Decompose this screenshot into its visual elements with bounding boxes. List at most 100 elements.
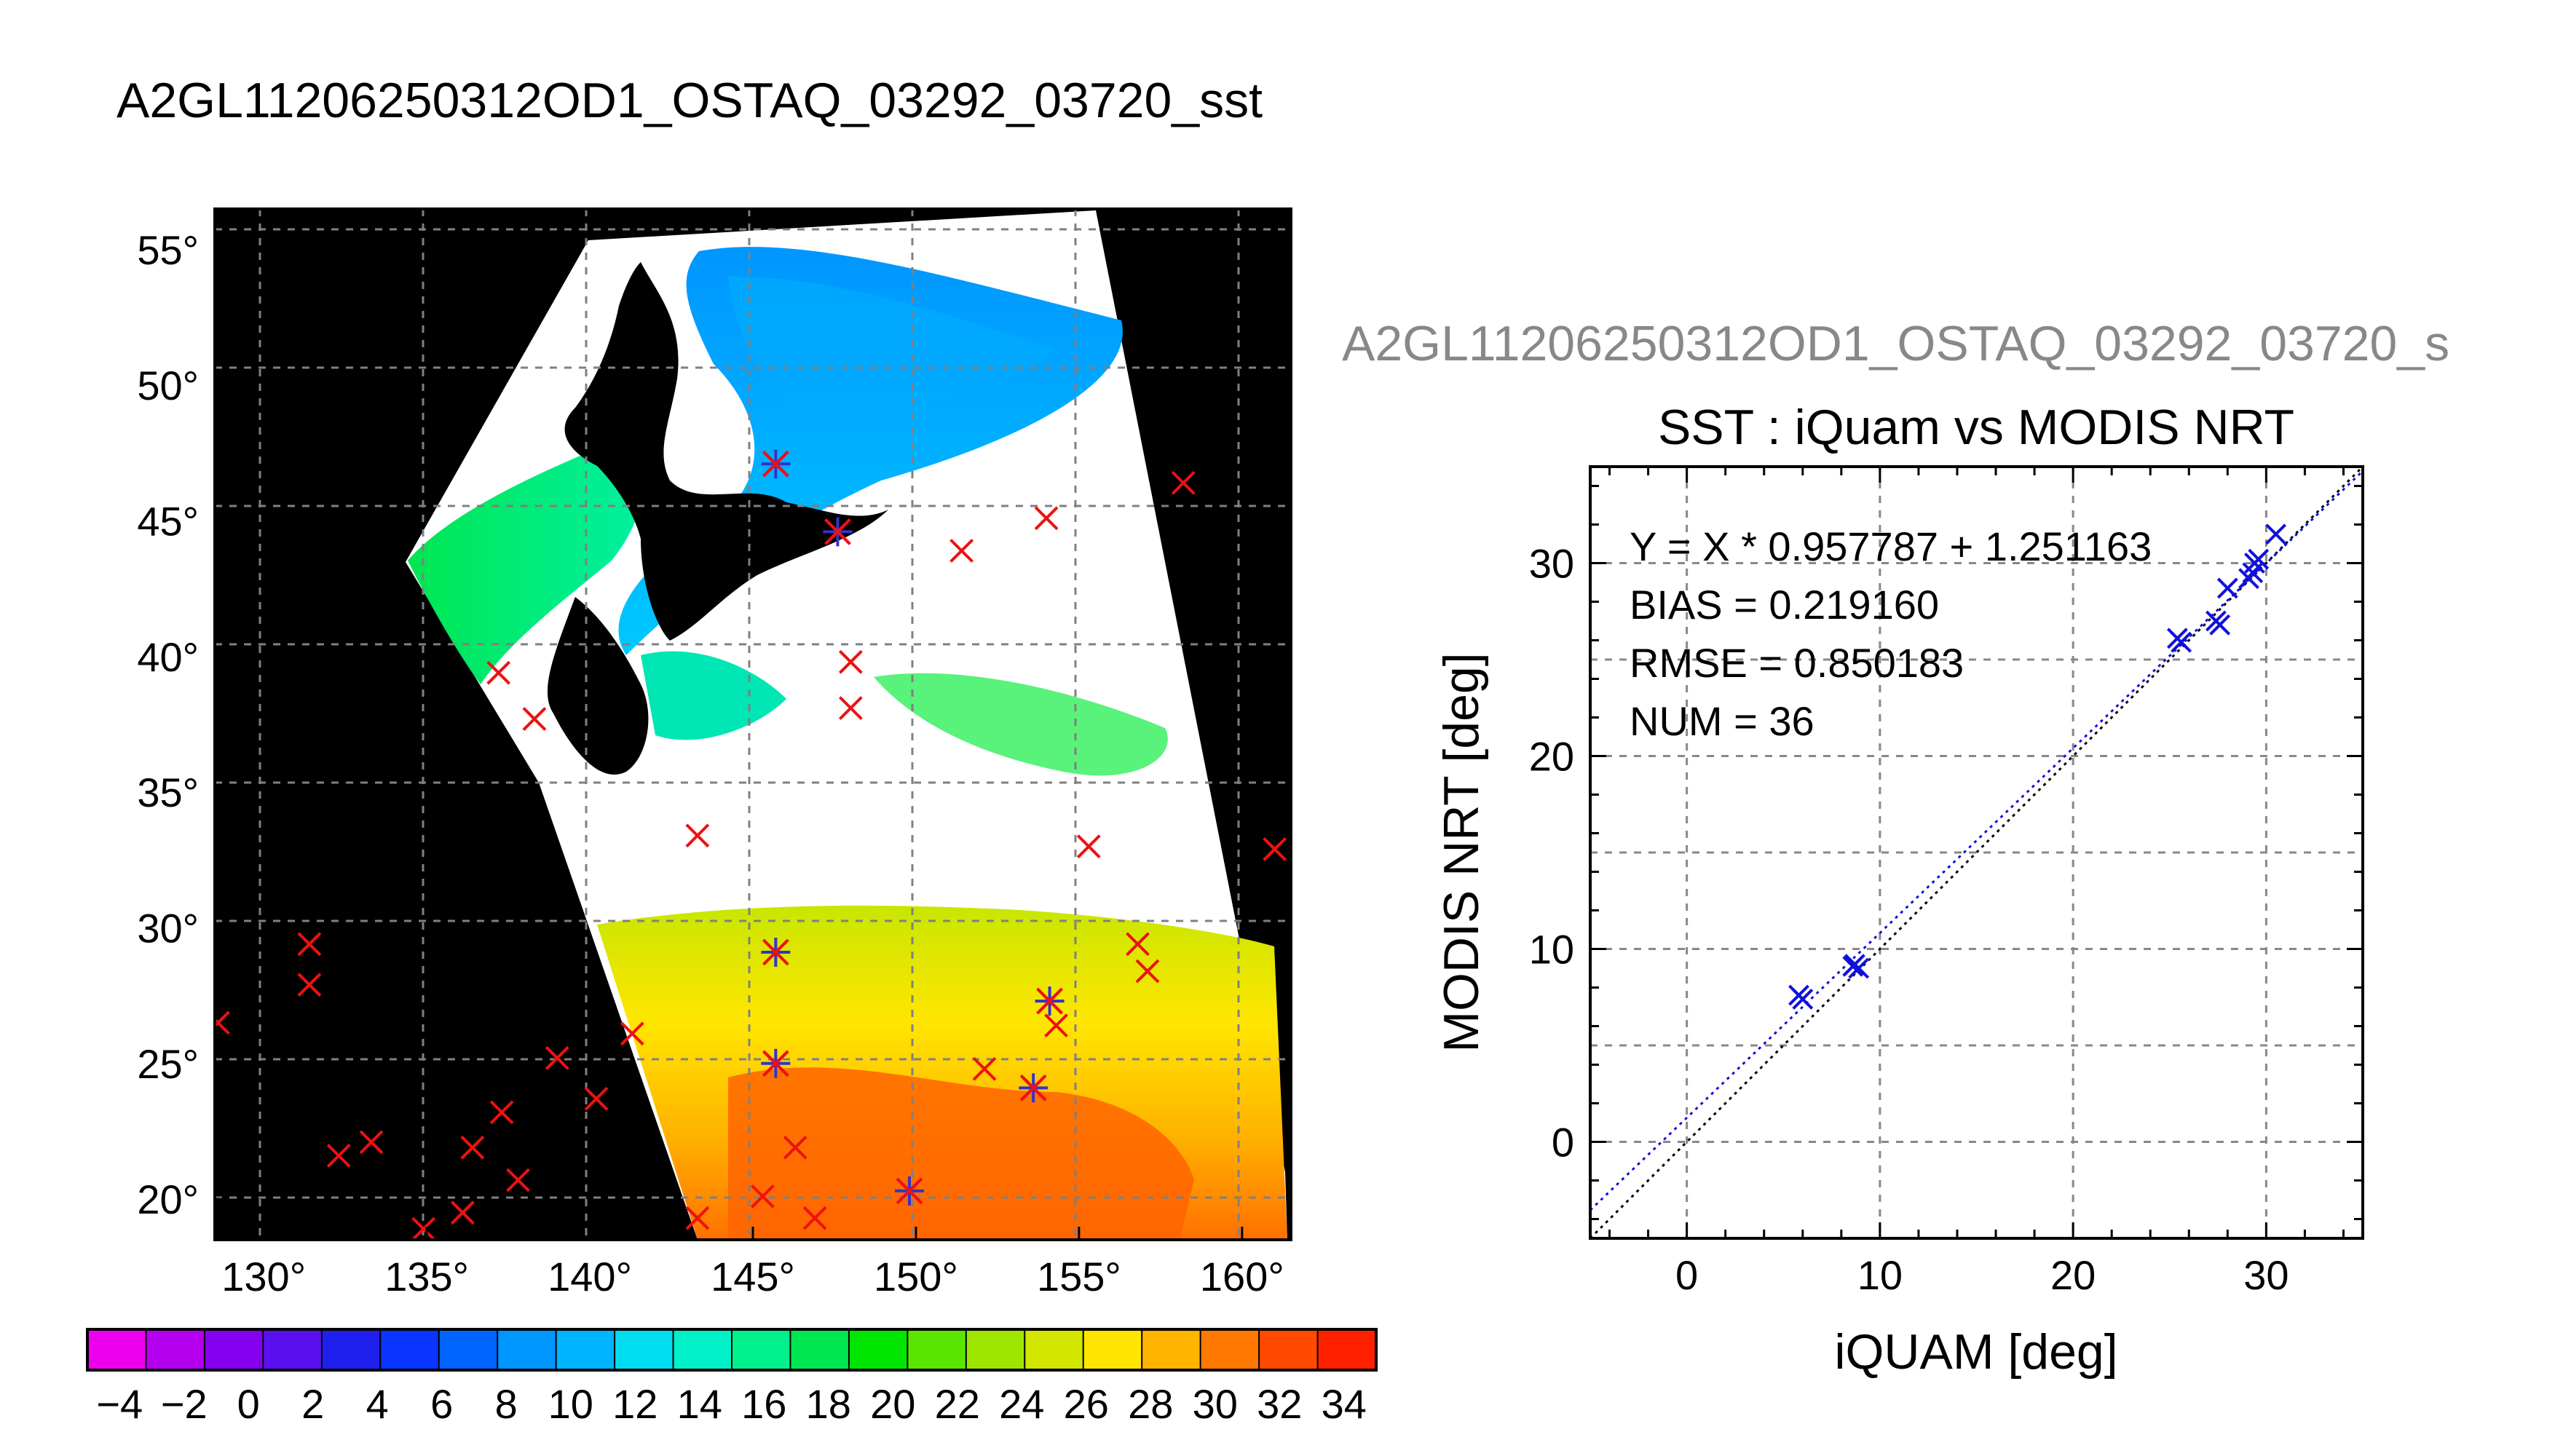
map-x-tick-label: 150°: [874, 1254, 958, 1299]
matchup-marker: [761, 1048, 791, 1078]
colorbar-tick-label: 34: [1322, 1381, 1367, 1427]
observation-marker: [685, 1206, 710, 1230]
colorbar-swatch: [673, 1329, 732, 1370]
colorbar-swatch: [790, 1329, 850, 1370]
observation-marker: [802, 1206, 827, 1230]
scatter-x-tick-label: 0: [1675, 1252, 1698, 1298]
observation-marker: [1076, 834, 1101, 859]
scatter-y-tick-label: 30: [1529, 541, 1574, 587]
observation-marker: [751, 1184, 775, 1208]
scatter-stats-annotations: Y = X * 0.957787 + 1.251163 BIAS = 0.219…: [1630, 523, 2152, 744]
observation-marker: [489, 1100, 514, 1125]
map-x-tick-label: 130°: [221, 1254, 306, 1299]
hokkaido-sakhalin-landmask: [564, 262, 888, 641]
colorbar-swatches: [87, 1329, 1377, 1370]
colorbar-tick-label: −2: [161, 1381, 208, 1427]
sst-okhotsk-region: [728, 277, 1056, 430]
observation-marker: [1044, 1013, 1068, 1038]
scatter-point: [2248, 548, 2270, 570]
observation-marker: [506, 1168, 530, 1192]
map-x-tick-label: 135°: [384, 1254, 469, 1299]
colorbar-swatch: [965, 1329, 1025, 1370]
map-y-tick-label: 45°: [137, 499, 199, 545]
scatter-y-tick-label: 20: [1529, 734, 1574, 780]
scatter-x-tick-label: 10: [1857, 1252, 1903, 1298]
scatter-axes: 0 10 20 30 0 10 20 30: [1529, 467, 2363, 1298]
colorbar-swatch: [848, 1329, 908, 1370]
colorbar-tick-label: 10: [548, 1381, 593, 1427]
colorbar-swatch: [321, 1329, 381, 1370]
colorbar-tick-label: 30: [1193, 1381, 1238, 1427]
rmse-value: RMSE = 0.850183: [1630, 640, 1964, 686]
sst-kuroshio-patch: [641, 651, 786, 740]
observation-marker: [1135, 959, 1160, 984]
scatter-title: SST : iQuam vs MODIS NRT: [1658, 400, 2294, 455]
map-y-tick-label: 35°: [137, 769, 199, 815]
matchup-marker: [823, 517, 853, 547]
colorbar-frame: [86, 1328, 1378, 1372]
observation-marker: [584, 1086, 609, 1111]
colorbar-tick-label: 12: [612, 1381, 657, 1427]
colorbar-tick-label: 24: [999, 1381, 1044, 1427]
colorbar-swatch: [497, 1329, 557, 1370]
colorbar-swatch: [438, 1329, 498, 1370]
map-grid: [215, 209, 1291, 1240]
colorbar-swatch: [1200, 1329, 1260, 1370]
scatter-point: [1844, 954, 1865, 976]
colorbar-swatch: [1083, 1329, 1142, 1370]
observation-marker: [1126, 932, 1150, 957]
observation-marker: [522, 707, 547, 731]
main-title: A2GL11206250312OD1_OSTAQ_03292_03720_sst: [117, 73, 1263, 128]
colorbar-tick-label: 2: [301, 1381, 324, 1427]
colorbar-swatch: [732, 1329, 791, 1370]
map-y-tick-label: 55°: [137, 227, 199, 273]
scatter-frame: [1589, 465, 2364, 1240]
matchup-marker: [894, 1176, 924, 1206]
observation-marker: [1263, 836, 1287, 861]
colorbar-tick-label: 0: [237, 1381, 260, 1427]
colorbar-tick-label: 4: [366, 1381, 389, 1427]
bias-value: BIAS = 0.219160: [1630, 582, 1939, 628]
observation-marker: [1034, 506, 1059, 531]
matchup-marker: [1035, 986, 1065, 1016]
scatter-panel: SST : iQuam vs MODIS NRT 0 10 20 300102030 …: [1434, 400, 2364, 1380]
num-value: NUM = 36: [1630, 698, 1814, 744]
colorbar-tick-label: 8: [495, 1381, 518, 1427]
map-y-tick-label: 25°: [137, 1041, 199, 1087]
observation-marker: [297, 973, 322, 997]
colorbar-swatch: [1259, 1329, 1319, 1370]
observation-marker: [838, 696, 863, 721]
colorbar-tick-label: 20: [870, 1381, 915, 1427]
observation-marker: [215, 1010, 230, 1035]
map-y-tick-label: 20°: [137, 1176, 199, 1222]
sst-colorbar: −4 −2 0 2 4 6 8 10 12 14 16 18 20 22 24 26 28 30 32 34: [86, 1328, 1378, 1427]
sst-east-patches: [874, 673, 1168, 776]
scatter-x-tick-label: 30: [2243, 1252, 2289, 1298]
scatter-window-title: A2GL11206250312OD1_OSTAQ_03292_03720_s: [1342, 316, 2449, 371]
sst-japan-sea-region: [408, 437, 642, 684]
colorbar-swatch: [87, 1329, 146, 1370]
regression-equation: Y = X * 0.957787 + 1.251163: [1630, 523, 2152, 569]
colorbar-tick-label: 32: [1257, 1381, 1302, 1427]
scatter-point: [1792, 988, 1814, 1010]
observation-marker: [450, 1200, 475, 1225]
colorbar-swatch: [146, 1329, 205, 1370]
map-x-tick-label: 145°: [711, 1254, 795, 1299]
scatter-point: [2171, 631, 2192, 653]
observation-marker: [460, 1135, 485, 1160]
colorbar-swatch: [615, 1329, 674, 1370]
map-y-tick-label: 40°: [137, 634, 199, 680]
observation-marker: [545, 1045, 569, 1070]
scatter-point: [2209, 614, 2231, 636]
colorbar-swatch: [263, 1329, 323, 1370]
map-x-axis: 130° 135° 140° 145° 150° 155° 160°: [221, 1227, 1284, 1299]
colorbar-tick-label: 22: [935, 1381, 980, 1427]
colorbar-swatch: [1317, 1329, 1377, 1370]
observation-marker: [1171, 470, 1196, 495]
map-x-tick-label: 140°: [548, 1254, 632, 1299]
colorbar-swatch: [907, 1329, 967, 1370]
colorbar-tick-label: 14: [677, 1381, 722, 1427]
map-x-tick-label: 160°: [1200, 1254, 1284, 1299]
scatter-y-label: MODIS NRT [deg]: [1434, 652, 1489, 1052]
colorbar-tick-label: 16: [741, 1381, 786, 1427]
